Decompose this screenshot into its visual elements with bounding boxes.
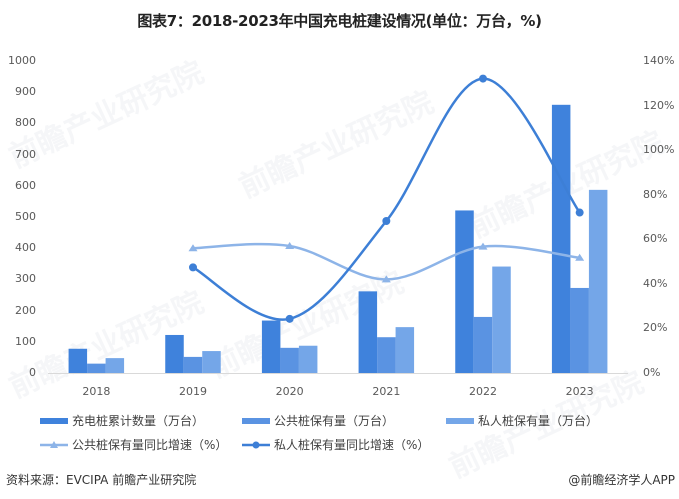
- bar: [570, 287, 589, 373]
- x-tick-label: 2022: [469, 385, 497, 398]
- x-tick-label: 2020: [275, 385, 304, 398]
- y2-tick-label: 100%: [643, 143, 675, 157]
- y-tick-label: 700: [15, 147, 36, 161]
- bar: [492, 266, 511, 373]
- bar: [280, 347, 299, 373]
- circle-marker-icon: [479, 74, 487, 83]
- triangle-marker-icon: [575, 253, 585, 261]
- y2-tick-label: 80%: [643, 187, 668, 201]
- credit-note: @前瞻经济学人APP: [568, 473, 675, 487]
- y2-tick-label: 40%: [643, 276, 668, 290]
- y-tick-label: 100: [15, 334, 36, 348]
- legend-swatch: [242, 417, 270, 424]
- bar: [165, 334, 184, 373]
- bar: [87, 363, 106, 373]
- source-note: 资料来源：EVCIPA 前瞻产业研究院: [6, 473, 197, 487]
- bar: [183, 356, 203, 373]
- y2-tick-label: 60%: [643, 232, 668, 246]
- bar: [105, 358, 125, 373]
- line-series: [192, 77, 581, 321]
- legend-item-public-growth: 公共桩保有量同比增速（%）: [40, 436, 227, 453]
- legend-item-private-growth: 私人桩保有量同比增速（%）: [242, 436, 429, 453]
- y2-tick-label: 0%: [643, 366, 661, 379]
- triangle-marker-icon: [381, 275, 391, 283]
- legend-label: 私人桩保有量同比增速（%）: [274, 438, 430, 452]
- chart-title: 图表7：2018-2023年中国充电桩建设情况(单位：万台，%): [137, 12, 542, 30]
- legend-item-private-piles: 私人桩保有量（万台）: [446, 412, 598, 429]
- legend-item-total-piles: 充电桩累计数量（万台）: [40, 412, 204, 429]
- y-tick-label: 500: [15, 210, 36, 223]
- y-tick-label: 400: [15, 241, 36, 255]
- bar: [298, 345, 318, 373]
- x-tick-label: 2018: [82, 385, 111, 398]
- triangle-marker-icon: [478, 242, 488, 250]
- y-tick-label: 0: [29, 366, 36, 379]
- legend-label: 公共桩保有量（万台）: [274, 414, 395, 428]
- bar: [588, 189, 608, 373]
- triangle-marker-icon: [285, 241, 295, 249]
- y-tick-label: 600: [15, 178, 36, 192]
- y-tick-label: 200: [15, 303, 36, 317]
- y-tick-label: 300: [15, 272, 36, 286]
- line-series: [192, 242, 580, 281]
- bar: [202, 351, 221, 373]
- legend-swatch: [446, 417, 474, 424]
- circle-marker-icon: [242, 441, 270, 448]
- legend-label: 充电桩累计数量（万台）: [72, 414, 205, 428]
- circle-marker-icon: [382, 217, 391, 226]
- x-tick-label: 2023: [565, 385, 594, 398]
- legend-label: 私人桩保有量（万台）: [478, 414, 599, 428]
- y-tick-label: 900: [15, 85, 36, 99]
- legend-swatch: [40, 417, 68, 424]
- bar: [551, 104, 571, 373]
- bar: [261, 320, 281, 373]
- bar: [377, 337, 396, 373]
- y2-tick-label: 20%: [643, 321, 668, 335]
- bar: [358, 291, 378, 373]
- legend-label: 公共桩保有量同比增速（%）: [72, 438, 228, 452]
- x-tick-label: 2021: [372, 385, 401, 398]
- y2-tick-label: 140%: [643, 54, 675, 67]
- triangle-marker-icon: [188, 244, 198, 252]
- bar: [68, 348, 88, 373]
- circle-marker-icon: [189, 263, 197, 272]
- bar: [455, 210, 474, 373]
- circle-marker-icon: [575, 208, 584, 217]
- y2-tick-label: 120%: [643, 98, 675, 112]
- circle-marker-icon: [285, 314, 294, 323]
- y-tick-label: 800: [15, 116, 36, 130]
- triangle-marker-icon: [40, 440, 68, 448]
- x-tick-label: 2019: [179, 385, 207, 398]
- y-tick-label: 1000: [8, 54, 36, 67]
- legend-item-public-piles: 公共桩保有量（万台）: [242, 412, 394, 429]
- bar: [473, 316, 493, 373]
- bar: [395, 327, 415, 373]
